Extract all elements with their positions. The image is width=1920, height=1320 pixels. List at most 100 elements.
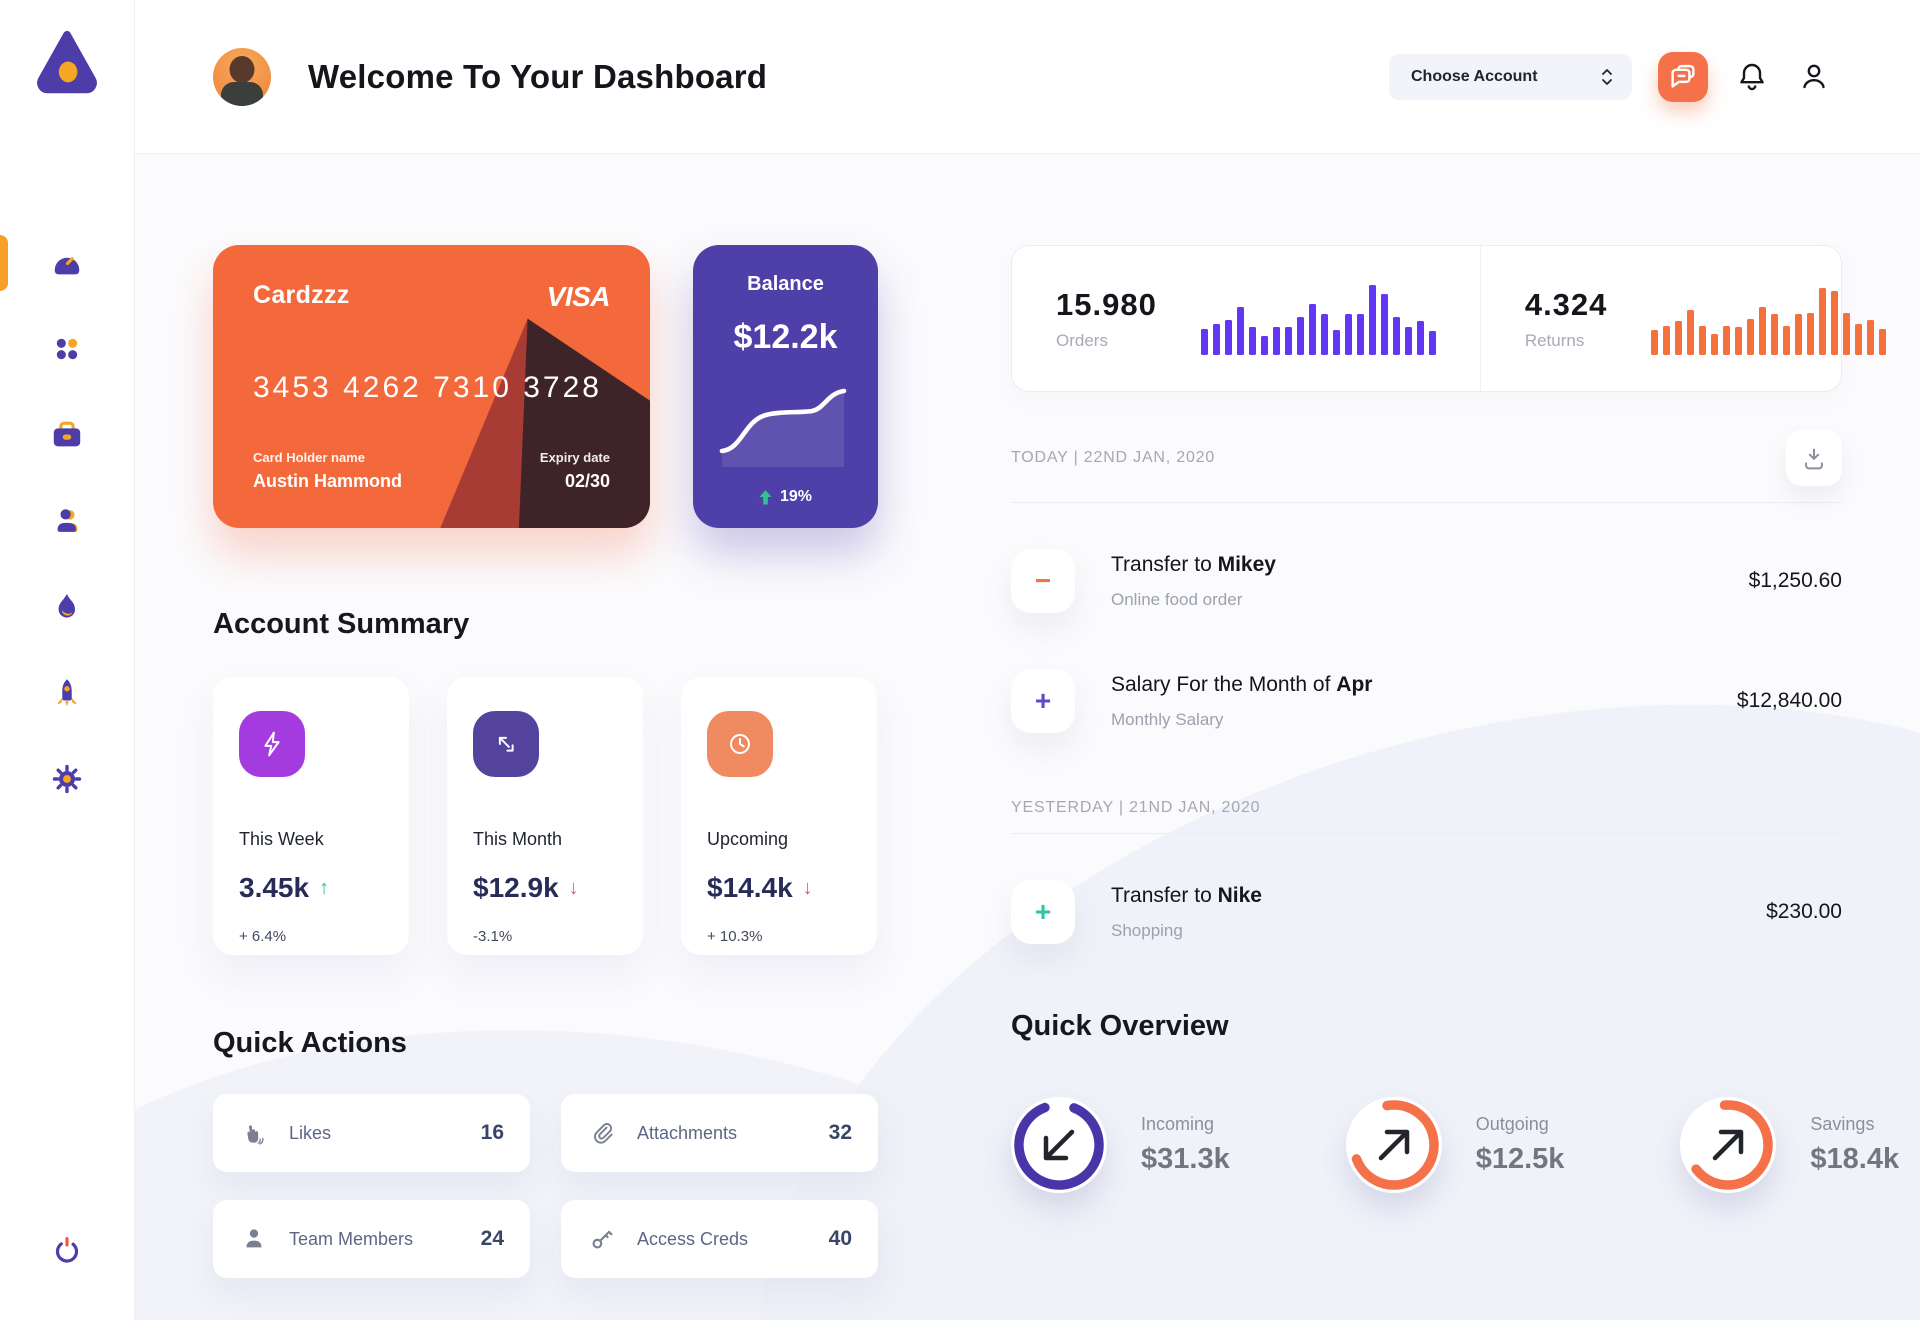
logout-button[interactable] (49, 1232, 85, 1268)
summary-label: This Month (473, 829, 563, 849)
transaction-row-salary[interactable]: + Salary For the Month of Apr Monthly Sa… (1011, 669, 1842, 733)
transaction-title-bold: Mikey (1217, 552, 1276, 576)
summary-card-this-month: This Month $12.9k ↓ -3.1% (447, 677, 643, 955)
card-expiry-label: Expiry date (539, 450, 610, 465)
download-button[interactable] (1786, 430, 1842, 486)
quick-actions-grid: Likes 16 Attachments 32 Team Members 24 (213, 1094, 878, 1278)
quick-action-count: 32 (828, 1121, 852, 1144)
divider (1011, 833, 1842, 834)
incoming-donut (1011, 1097, 1107, 1193)
main-content: Cardzzz VISA 3453 4262 7310 3728 Card Ho… (135, 154, 1920, 1320)
sidebar-item-apps[interactable] (50, 332, 84, 366)
trend-arrow-icon: ↓ (802, 876, 813, 899)
account-summary-title: Account Summary (213, 608, 470, 640)
transaction-sign-icon: + (1011, 880, 1075, 944)
orders-returns-card: 15.980 Orders 4.324 Returns (1011, 245, 1887, 392)
summary-delta: -3.1% (473, 928, 513, 945)
profile-button[interactable] (1796, 59, 1832, 95)
summary-value: 3.45k (239, 872, 310, 903)
account-summary-cards: This Week 3.45k ↑ + 6.4% This Month $12.9… (213, 677, 878, 955)
transaction-sign-icon: + (1011, 669, 1075, 733)
transaction-amount: $1,250.60 (1748, 569, 1842, 592)
sidebar-nav (0, 235, 84, 796)
overview-label: Incoming (1141, 1114, 1215, 1134)
orders-value: 15.980 (1056, 286, 1157, 322)
person-icon (1796, 59, 1832, 95)
paperclip-icon (587, 1118, 617, 1148)
balance-label: Balance (747, 273, 824, 295)
lightning-icon (239, 711, 305, 777)
transaction-row-mikey[interactable]: − Transfer to Mikey Online food order $1… (1011, 549, 1842, 613)
transaction-amount: $12,840.00 (1736, 689, 1842, 712)
power-icon (49, 1232, 85, 1268)
quick-action-attachments[interactable]: Attachments 32 (561, 1094, 878, 1172)
diagonal-arrows-icon (473, 711, 539, 777)
page-title: Welcome To Your Dashboard (308, 57, 768, 95)
notifications-button[interactable] (1734, 59, 1770, 95)
card-holder-label: Card Holder name (253, 450, 365, 465)
choose-account-select[interactable]: Choose Account (1389, 53, 1632, 100)
card-holder-name: Austin Hammond (253, 471, 403, 491)
sidebar-item-settings[interactable] (50, 762, 84, 796)
sidebar-item-dashboard[interactable] (0, 235, 84, 291)
savings-donut (1680, 1097, 1777, 1193)
app-logo-icon (32, 26, 102, 96)
overview-label: Outgoing (1475, 1114, 1549, 1134)
quick-overview-title: Quick Overview (1011, 1010, 1229, 1042)
overview-label: Savings (1810, 1114, 1875, 1134)
quick-action-team-members[interactable]: Team Members 24 (213, 1200, 530, 1278)
rocket-icon (50, 676, 84, 710)
balance-change: 19% (779, 488, 813, 505)
apps-grid-icon (50, 332, 84, 366)
summary-card-this-week: This Week 3.45k ↑ + 6.4% (213, 677, 409, 955)
divider (1011, 502, 1842, 503)
overview-value: $18.4k (1810, 1143, 1900, 1175)
chat-bubbles-icon (1666, 60, 1700, 94)
overview-incoming: Incoming $31.3k (1011, 1097, 1230, 1193)
up-arrow-icon (759, 489, 772, 505)
overview-value: $12.5k (1475, 1143, 1565, 1175)
visa-logo: VISA (546, 281, 611, 312)
sidebar-item-launch[interactable] (50, 676, 84, 710)
credit-card: Cardzzz VISA 3453 4262 7310 3728 Card Ho… (213, 245, 650, 528)
briefcase-icon (50, 418, 84, 452)
quick-action-likes[interactable]: Likes 16 (213, 1094, 530, 1172)
bell-icon (1734, 59, 1770, 95)
outgoing-donut (1345, 1097, 1442, 1193)
hand-clap-icon (239, 1118, 269, 1148)
quick-action-label: Access Creds (637, 1228, 749, 1249)
quick-action-access-creds[interactable]: Access Creds 40 (561, 1200, 878, 1278)
speedometer-icon (50, 246, 84, 280)
sidebar-item-team[interactable] (50, 504, 84, 538)
summary-label: Upcoming (707, 829, 789, 849)
quick-action-count: 16 (480, 1121, 504, 1144)
quick-actions-title: Quick Actions (213, 1027, 407, 1059)
quick-overview-row: Incoming $31.3k Outgoing $12.5k (1011, 1097, 1899, 1193)
chat-button[interactable] (1658, 51, 1708, 102)
gear-icon (50, 762, 84, 796)
summary-delta: + 6.4% (239, 928, 287, 945)
flame-icon (50, 590, 84, 624)
quick-action-label: Likes (289, 1122, 332, 1143)
download-icon (1799, 443, 1829, 473)
transaction-title: Transfer to (1111, 883, 1218, 907)
summary-label: This Week (239, 829, 324, 849)
today-date-label: TODAY | 22ND JAN, 2020 (1011, 449, 1216, 466)
user-avatar (213, 47, 271, 106)
card-name: Cardzzz (253, 281, 350, 309)
sidebar-item-work[interactable] (50, 418, 84, 452)
balance-sparkline (712, 371, 860, 467)
transaction-title-bold: Apr (1336, 672, 1373, 696)
transaction-sign-icon: − (1011, 549, 1075, 613)
summary-value: $14.4k (707, 872, 793, 903)
users-icon (50, 504, 84, 538)
quick-action-count: 40 (828, 1227, 852, 1250)
arrow-up-right-icon (1713, 1129, 1744, 1161)
transaction-row-nike[interactable]: + Transfer to Nike Shopping $230.00 (1011, 880, 1842, 944)
orders-label: Orders (1056, 330, 1108, 350)
trend-arrow-icon: ↓ (568, 876, 579, 899)
choose-account-label: Choose Account (1411, 67, 1538, 85)
summary-delta: + 10.3% (707, 928, 763, 945)
orders-bars (1200, 283, 1436, 355)
sidebar-item-activity[interactable] (50, 590, 84, 624)
